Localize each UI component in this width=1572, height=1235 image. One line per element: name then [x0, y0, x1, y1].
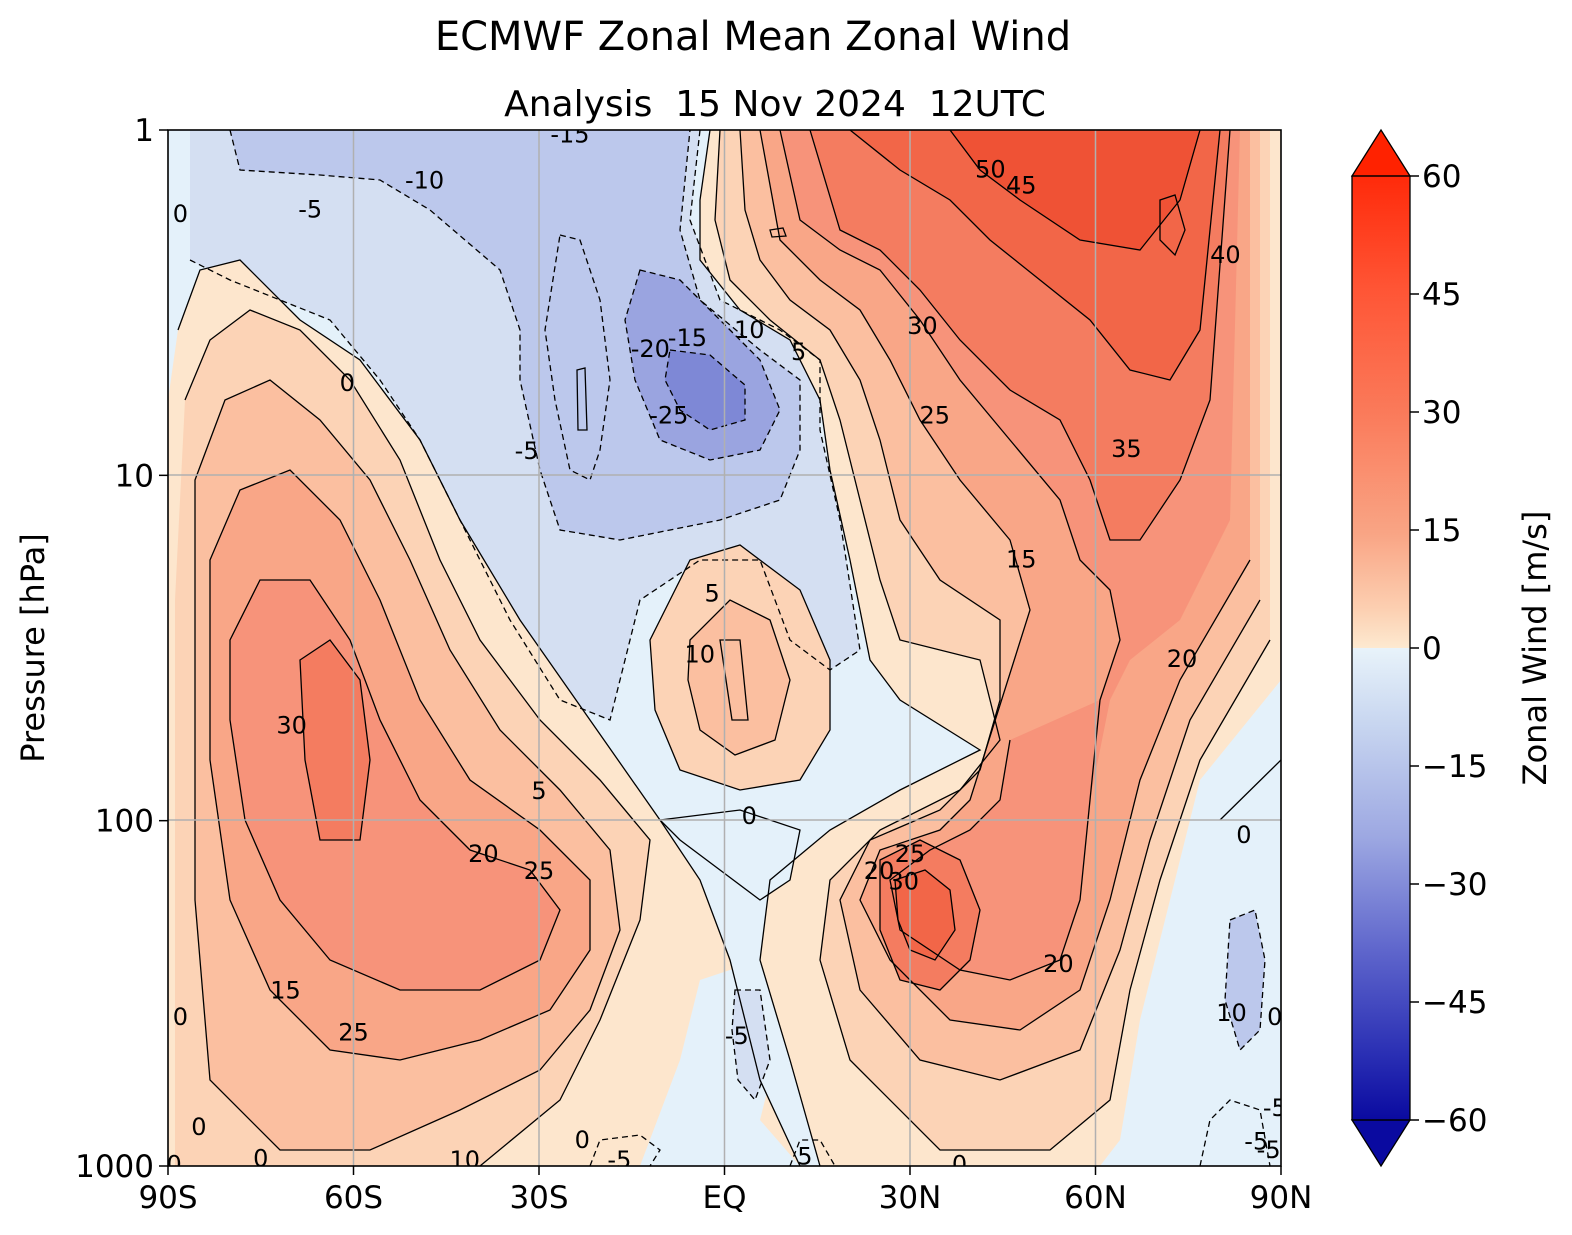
contour-label: 0: [1267, 1003, 1282, 1031]
colorbar-tick-label: −15: [1422, 749, 1487, 785]
colorbar-tick-label: −45: [1422, 985, 1487, 1021]
x-axis: 90S 60S 30S EQ 30N 60N 90N: [138, 1166, 1312, 1216]
contour-label: 0: [575, 1126, 590, 1154]
contour-label: -5: [725, 1022, 749, 1050]
contour-label: 5: [704, 580, 719, 608]
trop-lower-easterlies: [660, 810, 800, 900]
contour-label: 20: [1043, 950, 1074, 978]
gridlines: [168, 130, 1281, 1166]
contour-label: 20: [468, 840, 499, 868]
colorbar-label: Zonal Wind [m/s]: [1516, 511, 1554, 786]
contour-label: -15: [668, 324, 707, 352]
contour-label: 0: [742, 802, 757, 830]
contour-label: 0: [173, 200, 188, 228]
colorbar-fill: [1352, 176, 1410, 1120]
negative-contours: [189, 130, 1271, 1166]
y-tick-label: 1000: [75, 1149, 154, 1185]
colorbar-ticks: 60 45 30 15 0 −15 −30 −45 −60: [1410, 159, 1487, 1139]
contour-label: 25: [338, 1018, 369, 1046]
colorbar: 60 45 30 15 0 −15 −30 −45 −60: [1350, 128, 1487, 1168]
y-tick-label: 1: [134, 113, 154, 149]
sh-strat-easterlies-inner: [230, 130, 800, 540]
colorbar-tick-label: 45: [1422, 277, 1461, 313]
contour-label: 25: [895, 840, 926, 868]
colorbar-tick-label: 0: [1422, 631, 1442, 667]
contour-label: 15: [1006, 545, 1037, 573]
contour-label: 25: [524, 857, 555, 885]
colorbar-tick-label: 15: [1422, 513, 1461, 549]
chart-title: ECMWF Zonal Mean Zonal Wind: [435, 14, 1071, 60]
y-axis-label: Pressure [hPa]: [14, 533, 52, 763]
contour-label: 0: [1236, 821, 1251, 849]
contour-label: 20: [1167, 645, 1198, 673]
x-tick-label: 60N: [1064, 1180, 1127, 1216]
contour-label: 0: [340, 369, 355, 397]
contour-label: -15: [550, 120, 589, 148]
colorbar-tick-label: 60: [1422, 159, 1461, 195]
chart-subtitle: Analysis 15 Nov 2024 12UTC: [504, 84, 1046, 125]
x-tick-label: 60S: [324, 1180, 383, 1216]
contour-label: 10: [684, 640, 715, 668]
x-tick-label: 30N: [879, 1180, 942, 1216]
contour-label: -5: [298, 196, 322, 224]
y-tick-label: 10: [115, 458, 154, 494]
contour-label: 50: [975, 155, 1006, 183]
contour-label: 0: [173, 1003, 188, 1031]
contour-label: 0: [952, 1150, 967, 1178]
contour-label: -25: [649, 401, 688, 429]
contour-label: -5: [1263, 1094, 1287, 1122]
nh-strat-jet-core: [950, 130, 1200, 250]
contour-label: -5: [515, 437, 539, 465]
contour-label: 25: [919, 401, 950, 429]
contour-label: 10: [734, 316, 765, 344]
contour-label: 5: [531, 777, 546, 805]
contour-label: -5: [1257, 1136, 1281, 1164]
x-tick-label: 90S: [138, 1180, 197, 1216]
contour-label: 0: [253, 1144, 268, 1172]
contour-label: -5: [607, 1146, 631, 1174]
contour-label: 15: [270, 976, 301, 1004]
contour-label: 10: [450, 1146, 481, 1174]
y-tick-label: 100: [95, 804, 154, 840]
colorbar-extend-top: [1350, 128, 1412, 177]
y-axis: 1 10 100 1000: [75, 113, 168, 1185]
contour-label: 30: [907, 312, 938, 340]
contour-label: 20: [864, 857, 895, 885]
contour-label: 40: [1210, 241, 1241, 269]
colorbar-extend-bottom: [1350, 1119, 1412, 1168]
contour-label: -10: [405, 166, 444, 194]
contour-label: 30: [889, 867, 920, 895]
contour-label: 30: [276, 711, 307, 739]
contour-label: 5: [797, 1143, 812, 1171]
contour-label: 5: [791, 338, 806, 366]
x-tick-label: EQ: [703, 1180, 747, 1216]
contour-label: 35: [1111, 435, 1142, 463]
contour-label: 0: [167, 1150, 182, 1178]
contour-label: 0: [191, 1113, 206, 1141]
x-tick-label: 90N: [1250, 1180, 1313, 1216]
colorbar-tick-label: −60: [1422, 1103, 1487, 1139]
sh-jet-core: [300, 640, 370, 840]
colorbar-tick-label: −30: [1422, 867, 1487, 903]
eq-westerly-pocket-inner: [688, 600, 790, 755]
contour-label: -5: [1244, 1128, 1268, 1156]
contour-label: 45: [1006, 172, 1037, 200]
x-tick-label: 30S: [509, 1180, 568, 1216]
contour-label: -20: [631, 335, 670, 363]
contour-label: 10: [1216, 999, 1247, 1027]
arctic-easterlies-core: [1225, 910, 1265, 1050]
colorbar-tick-label: 30: [1422, 395, 1461, 431]
